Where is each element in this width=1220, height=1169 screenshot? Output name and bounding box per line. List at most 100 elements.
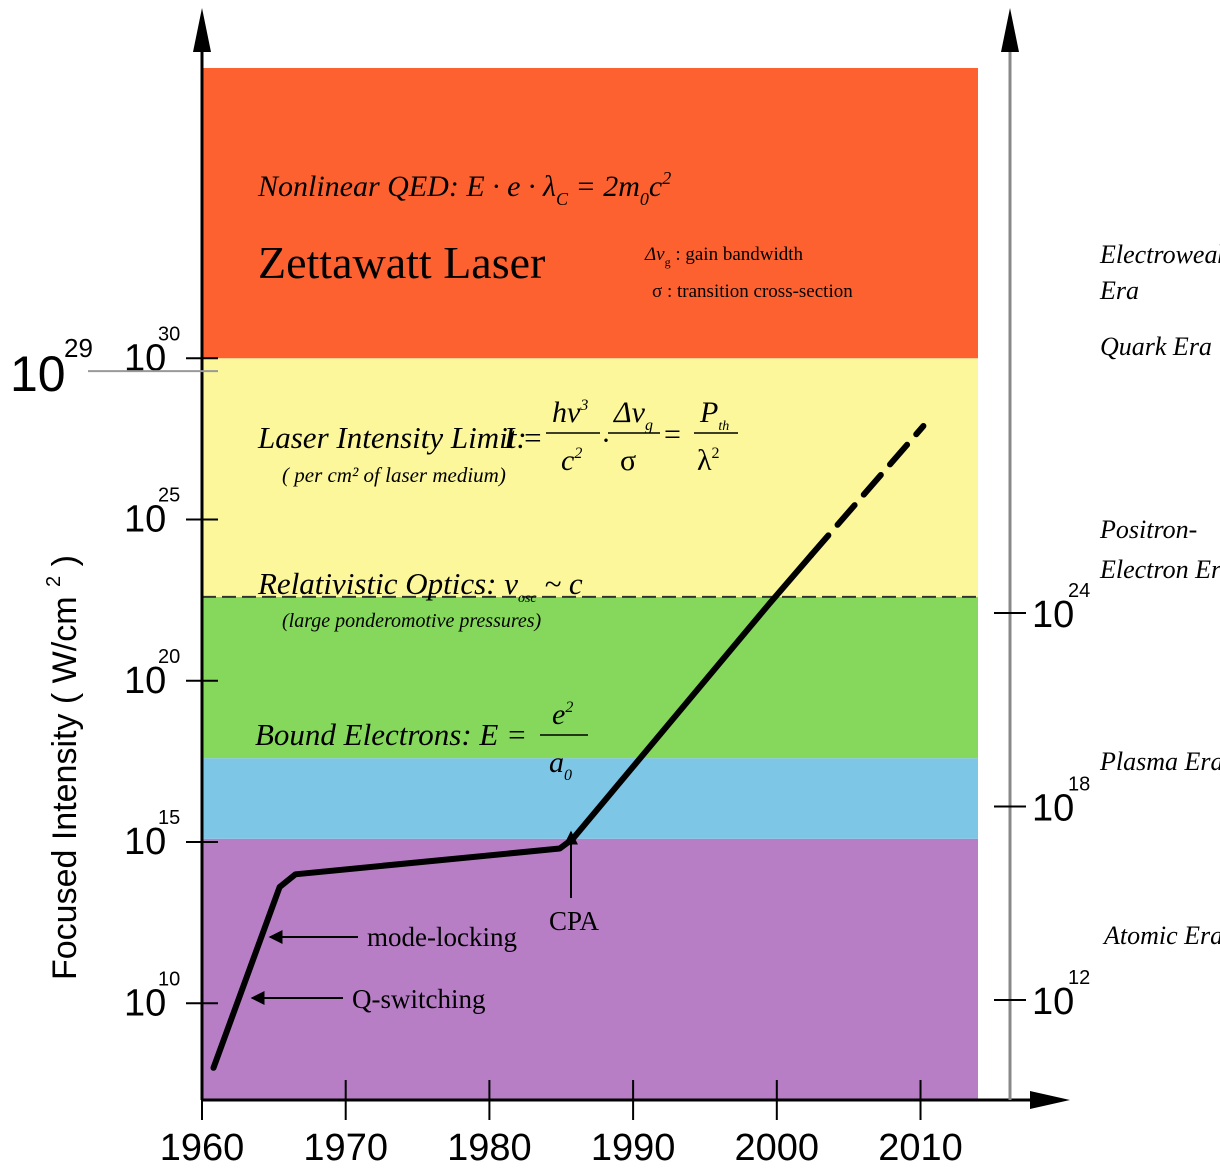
y-axis-label: Focused Intensity ( W/cm 2 ) [30,555,84,980]
limit-den3-sup: 2 [712,445,720,462]
q-switching-annotation: Q-switching [250,984,485,1014]
region-labels: Nonlinear QED: E · e · λC = 2m0c2 Zettaw… [255,168,853,784]
relativistic-sub: osc [518,591,537,606]
x-tick-label: 1990 [591,1127,676,1169]
y-tick-exp: 25 [158,485,180,507]
y-tick-base: 10 [124,821,166,863]
zettawatt-tick-base: 10 [10,346,66,402]
regime-bands [202,68,978,1100]
y-tick-base: 10 [124,337,166,379]
right-tick-exp: 24 [1068,580,1090,602]
y-tick-base: 10 [124,660,166,702]
y-tick-exp: 10 [158,968,180,990]
bound-fraction: e2 a0 [540,698,588,784]
right-tick-exp: 18 [1068,774,1090,796]
y-tick-base: 10 [124,982,166,1024]
axes [193,8,1070,1109]
relativistic-note: (large ponderomotive pressures) [282,610,542,632]
era-electroweak: Electroweak Era [1099,240,1220,305]
limit-den1-base: c [561,444,574,477]
era-positron-line2: Electron Era [1099,555,1220,584]
era-positron-electron: Positron- Electron Era [1099,515,1220,584]
y-tick-exp: 15 [158,807,180,829]
qed-label-rhs-c: c [649,170,662,203]
y-axis-label-close: ) [46,555,84,566]
limit-label: Laser Intensity Limit: [257,420,527,455]
limit-num2-sub: g [645,417,653,434]
relativistic-rhs: ~ c [537,566,583,601]
limit-num3-sub: th [718,419,729,434]
mode-locking-label: mode-locking [367,922,517,952]
qed-label-sub: C [556,189,569,209]
x-tick-label: 1960 [160,1127,245,1169]
limit-fraction-1: hν3 c2 [546,396,600,477]
right-tick-base: 10 [1032,788,1074,830]
zettawatt-label: Zettawatt Laser [258,237,545,288]
bound-label: Bound Electrons: E = [255,717,527,752]
mode-locking-annotation: mode-locking [268,922,517,952]
limit-num3: Pth [699,396,729,434]
y-axis-arrow [193,8,211,52]
band-green [202,596,978,759]
q-switching-label: Q-switching [352,984,485,1014]
qed-label-rhs: = 2m [568,170,640,203]
limit-den2: σ [620,444,636,477]
era-electroweak-line2: Era [1099,276,1139,305]
limit-num2: Δνg [613,396,653,434]
y-axis-label-main: Focused Intensity ( W/cm [46,596,84,980]
x-axis-arrow [1030,1091,1070,1109]
limit-den3: λ2 [697,444,720,477]
right-axis-arrow [1001,8,1019,52]
y-tick-exp: 20 [158,646,180,668]
limit-num1-base: hν [552,396,581,429]
x-tick-label: 1970 [303,1127,388,1169]
limit-num1-sup: 3 [579,397,588,414]
era-labels: Electroweak Era Quark Era Positron- Elec… [1099,240,1220,950]
bound-den: a0 [549,746,572,784]
right-tick-base: 10 [1032,594,1074,636]
limit-num1: hν3 [552,396,588,429]
bound-num: e2 [552,698,573,731]
bound-num-base: e [552,698,565,731]
right-tick-exp: 12 [1068,967,1090,989]
limit-dot: · [601,424,611,457]
limit-den1: c2 [561,444,582,477]
projection-line [808,423,927,558]
era-atomic: Atomic Era [1102,921,1220,950]
limit-I: I = [503,420,543,455]
qed-label: Nonlinear QED: E · e · λC = 2m0c2 [257,168,671,209]
band-purple [202,838,978,1100]
gain-legend-sub: g [665,255,671,269]
limit-num2-base: Δν [613,396,646,429]
limit-note: ( per cm² of laser medium) [282,463,506,487]
band-red [202,68,978,359]
limit-den3-base: λ [697,444,712,477]
right-tick-base: 10 [1032,981,1074,1023]
x-axis-ticks: 1960 1970 1980 1990 2000 2010 [160,1080,963,1169]
zettawatt-tick-exp: 29 [64,333,93,363]
y-tick-exp: 30 [158,323,180,345]
limit-num3-base: P [699,396,718,429]
era-electroweak-line1: Electroweak [1099,240,1220,269]
band-yellow [202,358,978,597]
bound-den-sub: 0 [564,767,572,784]
limit-den1-sup: 2 [574,445,582,462]
cpa-annotation: CPA [549,830,600,936]
qed-label-rhs-sup: 2 [662,168,671,188]
intensity-series [210,423,927,1071]
relativistic-label: Relativistic Optics: νosc ~ c [257,566,583,606]
bound-den-base: a [549,746,564,779]
sigma-legend: σ : transition cross-section [652,281,853,302]
zettawatt-tick: 10 29 [10,333,218,402]
gain-legend-symbol: Δν [644,244,665,265]
era-quark: Quark Era [1100,332,1212,361]
x-tick-label: 1980 [447,1127,532,1169]
x-tick-label: 2000 [735,1127,820,1169]
x-tick-label: 2010 [878,1127,963,1169]
annotations: mode-locking Q-switching CPA [250,830,600,1014]
y-axis-label-sup: 2 [43,576,65,587]
qed-label-lhs: Nonlinear QED: E · e · λ [257,170,556,203]
